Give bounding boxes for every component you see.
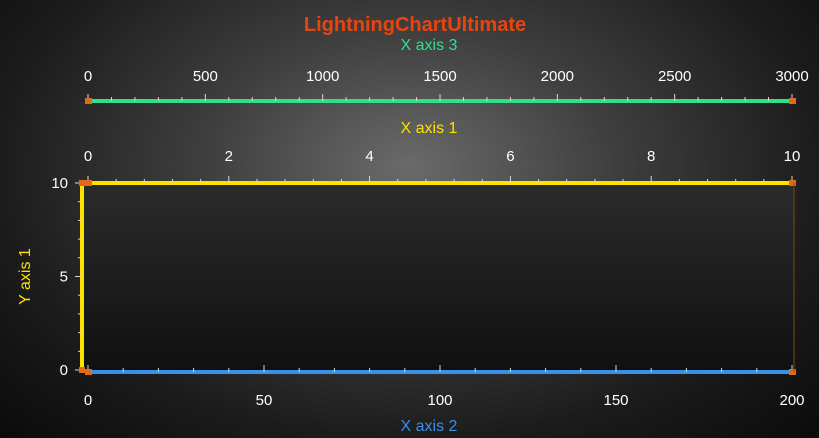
tick-label-y1: 10: [51, 175, 68, 192]
tick-label-y1: 5: [60, 269, 68, 286]
tick-label-x1: 2: [225, 148, 233, 165]
tick-label-x3: 1500: [423, 68, 456, 85]
axis-y1-top-marker: [79, 180, 85, 186]
plot-area[interactable]: [84, 183, 794, 372]
tick-label-x3: 2000: [541, 68, 574, 85]
axis-y1-bottom-marker: [79, 367, 85, 373]
axis-title-x2: X axis 2: [401, 418, 458, 435]
tick-label-x2: 0: [84, 392, 92, 409]
tick-label-x3: 3000: [775, 68, 808, 85]
chart-title: LightningChartUltimate: [304, 14, 526, 36]
tick-label-x1: 8: [647, 148, 655, 165]
tick-label-x2: 100: [427, 392, 452, 409]
tick-label-y1: 0: [60, 362, 68, 379]
tick-label-x3: 500: [193, 68, 218, 85]
tick-label-x2: 50: [256, 392, 273, 409]
tick-label-x2: 150: [603, 392, 628, 409]
axis-x2-start-marker: [85, 369, 92, 375]
tick-label-x2: 200: [779, 392, 804, 409]
axis-x1-end-marker: [789, 180, 796, 186]
tick-label-x3: 2500: [658, 68, 691, 85]
tick-label-x3: 0: [84, 68, 92, 85]
axis-x2-end-marker: [789, 369, 796, 375]
tick-label-x1: 6: [506, 148, 514, 165]
axis-x1-start-marker: [85, 180, 92, 186]
tick-label-x1: 10: [784, 148, 801, 165]
axis-x3-start-marker: [85, 98, 92, 104]
tick-label-x1: 4: [365, 148, 373, 165]
axis-x3-end-marker: [789, 98, 796, 104]
axis-title-y1: Y axis 1: [17, 248, 34, 305]
tick-label-x1: 0: [84, 148, 92, 165]
tick-label-x3: 1000: [306, 68, 339, 85]
axis-title-x3: X axis 3: [401, 37, 458, 54]
axis-title-x1: X axis 1: [401, 120, 458, 137]
